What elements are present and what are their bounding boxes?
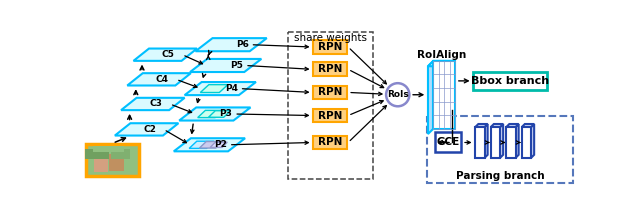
Text: RPN: RPN (318, 42, 342, 52)
Polygon shape (115, 123, 179, 135)
Polygon shape (174, 138, 245, 151)
Text: Parsing branch: Parsing branch (456, 171, 545, 181)
Polygon shape (127, 73, 191, 85)
Polygon shape (209, 111, 230, 117)
Text: RoIs: RoIs (387, 90, 408, 99)
Polygon shape (428, 61, 433, 134)
Text: P6: P6 (236, 40, 249, 49)
Text: RPN: RPN (318, 87, 342, 98)
Bar (428, 116, 573, 183)
Bar (288, 32, 373, 179)
Text: GCE: GCE (436, 137, 460, 148)
Text: P4: P4 (225, 84, 238, 93)
Polygon shape (179, 107, 250, 121)
Bar (313, 135, 348, 149)
Text: C3: C3 (150, 99, 163, 109)
Polygon shape (522, 127, 531, 158)
Text: RPN: RPN (318, 64, 342, 74)
Polygon shape (531, 124, 534, 158)
Polygon shape (428, 61, 455, 66)
Bar (85, 149, 109, 159)
Bar (111, 149, 130, 159)
Polygon shape (200, 85, 228, 92)
Polygon shape (522, 124, 534, 127)
Text: C5: C5 (162, 50, 175, 59)
Bar (313, 109, 348, 123)
Text: C2: C2 (143, 125, 156, 134)
Text: RPN: RPN (318, 137, 342, 148)
Polygon shape (516, 124, 518, 158)
Polygon shape (506, 127, 516, 158)
Text: P5: P5 (230, 61, 243, 70)
Polygon shape (189, 141, 214, 148)
Polygon shape (198, 110, 223, 118)
Text: P2: P2 (214, 140, 227, 149)
Text: RoIAlign: RoIAlign (417, 50, 466, 60)
Text: RPN: RPN (318, 110, 342, 121)
Polygon shape (200, 142, 223, 148)
Polygon shape (506, 124, 518, 127)
Polygon shape (121, 98, 184, 110)
Text: share weights: share weights (294, 33, 367, 43)
Polygon shape (184, 82, 256, 95)
Bar (435, 132, 461, 152)
Polygon shape (491, 124, 503, 127)
Bar (313, 62, 348, 76)
Text: P3: P3 (220, 109, 232, 119)
Bar (109, 154, 124, 171)
Polygon shape (500, 124, 503, 158)
Bar (474, 72, 547, 90)
Text: C4: C4 (156, 75, 169, 84)
Text: Bbox branch: Bbox branch (471, 76, 549, 86)
Polygon shape (484, 124, 488, 158)
Polygon shape (476, 127, 484, 158)
Polygon shape (190, 59, 261, 72)
Polygon shape (476, 124, 488, 127)
Circle shape (386, 83, 410, 106)
Polygon shape (134, 49, 197, 61)
Bar (433, 61, 455, 129)
Polygon shape (491, 127, 500, 158)
Bar (313, 85, 348, 99)
Bar (93, 146, 124, 152)
Bar (86, 144, 139, 176)
Polygon shape (195, 38, 267, 51)
Polygon shape (210, 142, 227, 147)
Bar (94, 156, 108, 172)
Bar (313, 40, 348, 54)
